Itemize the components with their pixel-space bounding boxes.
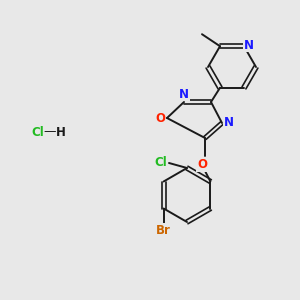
Text: —: — (44, 125, 56, 139)
Text: Br: Br (156, 224, 171, 237)
Text: O: O (197, 158, 207, 172)
Text: Cl: Cl (154, 157, 167, 169)
Text: H: H (56, 125, 66, 139)
Text: Cl: Cl (32, 125, 44, 139)
Text: N: N (224, 116, 234, 130)
Text: N: N (244, 39, 254, 52)
Text: N: N (179, 88, 189, 100)
Text: O: O (155, 112, 165, 124)
